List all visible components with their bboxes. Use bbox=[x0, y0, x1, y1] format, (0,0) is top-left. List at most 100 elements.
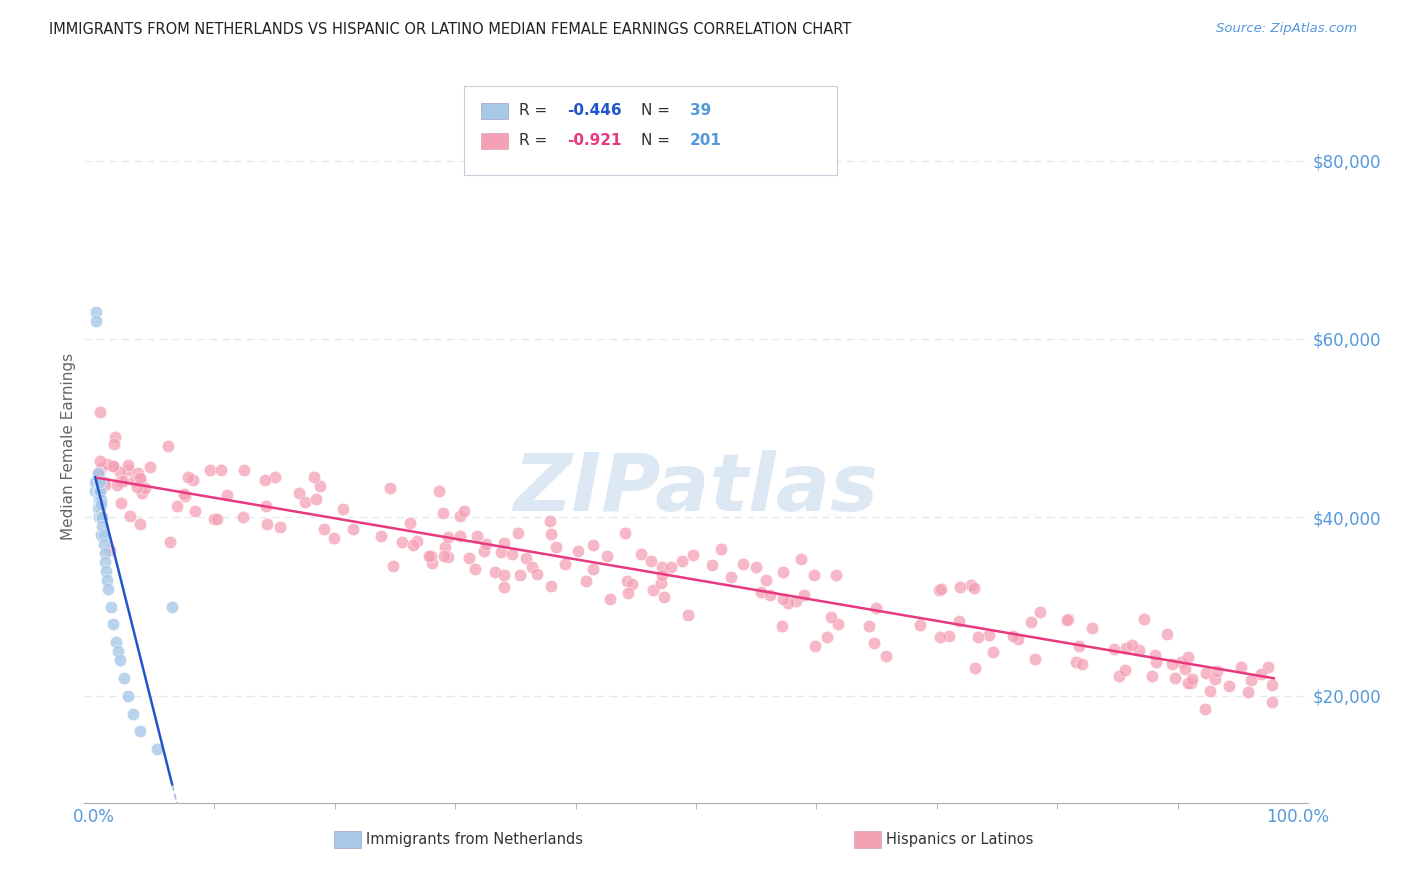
Point bbox=[567, 544, 589, 558]
Point bbox=[1170, 655, 1192, 669]
Point bbox=[103, 437, 125, 451]
Point bbox=[1007, 632, 1029, 646]
Point bbox=[825, 568, 848, 582]
Point bbox=[651, 560, 673, 574]
Text: Source: ZipAtlas.com: Source: ZipAtlas.com bbox=[1216, 22, 1357, 36]
Point bbox=[733, 557, 755, 571]
Y-axis label: Median Female Earnings: Median Female Earnings bbox=[60, 352, 76, 540]
Point bbox=[1108, 668, 1130, 682]
Point bbox=[128, 724, 150, 739]
Point bbox=[772, 565, 794, 579]
Point bbox=[98, 542, 121, 557]
Point bbox=[949, 580, 972, 594]
Point bbox=[97, 582, 120, 596]
Point bbox=[1071, 657, 1094, 672]
Point bbox=[120, 508, 142, 523]
Point bbox=[93, 537, 115, 551]
Point bbox=[659, 560, 682, 574]
Point bbox=[422, 556, 444, 570]
Point bbox=[134, 481, 156, 495]
Point bbox=[94, 478, 117, 492]
Point bbox=[858, 619, 880, 633]
Text: N =: N = bbox=[641, 133, 675, 148]
Point bbox=[640, 554, 662, 568]
Point bbox=[432, 506, 454, 520]
Point bbox=[1240, 673, 1263, 688]
Point bbox=[671, 554, 693, 568]
Point bbox=[100, 599, 122, 614]
Point bbox=[963, 581, 986, 595]
Point bbox=[254, 500, 277, 514]
Point bbox=[332, 502, 354, 516]
Point bbox=[177, 470, 200, 484]
Point bbox=[1199, 683, 1222, 698]
Point bbox=[156, 439, 179, 453]
Point bbox=[1140, 669, 1163, 683]
Point bbox=[494, 536, 516, 550]
Point bbox=[89, 483, 111, 498]
Point bbox=[436, 549, 458, 564]
Point bbox=[1195, 666, 1218, 681]
Point bbox=[1261, 695, 1284, 709]
Point bbox=[1180, 676, 1202, 690]
Point bbox=[759, 588, 782, 602]
Point bbox=[127, 480, 149, 494]
Text: Immigrants from Netherlands: Immigrants from Netherlands bbox=[366, 832, 582, 847]
Point bbox=[827, 617, 849, 632]
Point bbox=[489, 545, 512, 559]
Point bbox=[1144, 656, 1167, 670]
Point bbox=[449, 529, 471, 543]
Point bbox=[929, 630, 952, 644]
Point bbox=[965, 661, 987, 675]
Point bbox=[702, 558, 724, 572]
Point bbox=[1161, 657, 1184, 672]
Point bbox=[309, 479, 332, 493]
Point bbox=[90, 492, 112, 507]
Point bbox=[202, 512, 225, 526]
Point bbox=[506, 525, 529, 540]
Point bbox=[745, 560, 768, 574]
Point bbox=[749, 585, 772, 599]
Point bbox=[651, 567, 673, 582]
Point bbox=[1067, 640, 1090, 654]
Point bbox=[103, 617, 125, 632]
Point bbox=[145, 742, 167, 756]
Point bbox=[1114, 663, 1136, 677]
Point bbox=[89, 466, 111, 480]
Point bbox=[94, 564, 117, 578]
Point bbox=[215, 488, 238, 502]
Point bbox=[84, 475, 107, 489]
Point bbox=[91, 519, 114, 533]
FancyBboxPatch shape bbox=[481, 134, 508, 149]
Point bbox=[474, 544, 496, 558]
Point bbox=[86, 305, 108, 319]
Point bbox=[630, 547, 652, 561]
Text: 201: 201 bbox=[690, 133, 721, 148]
Point bbox=[1205, 664, 1227, 678]
Point bbox=[122, 474, 145, 488]
Point bbox=[755, 574, 778, 588]
Point bbox=[582, 562, 605, 576]
Point bbox=[86, 475, 108, 489]
Point bbox=[785, 593, 807, 607]
Point bbox=[453, 504, 475, 518]
Point bbox=[121, 706, 143, 721]
Point bbox=[1064, 656, 1087, 670]
Point bbox=[110, 653, 132, 667]
Point bbox=[1164, 671, 1187, 685]
Point bbox=[103, 459, 125, 474]
Point bbox=[1194, 701, 1216, 715]
Point bbox=[540, 527, 562, 541]
Point bbox=[1056, 613, 1078, 627]
Point bbox=[1029, 605, 1052, 619]
Point bbox=[1177, 675, 1199, 690]
Point bbox=[948, 614, 970, 628]
Point bbox=[302, 470, 325, 484]
Point bbox=[967, 630, 990, 644]
Point bbox=[110, 475, 132, 489]
Point bbox=[492, 580, 515, 594]
Point bbox=[322, 532, 344, 546]
Point bbox=[793, 588, 815, 602]
Point bbox=[509, 568, 531, 582]
Point bbox=[770, 619, 793, 633]
